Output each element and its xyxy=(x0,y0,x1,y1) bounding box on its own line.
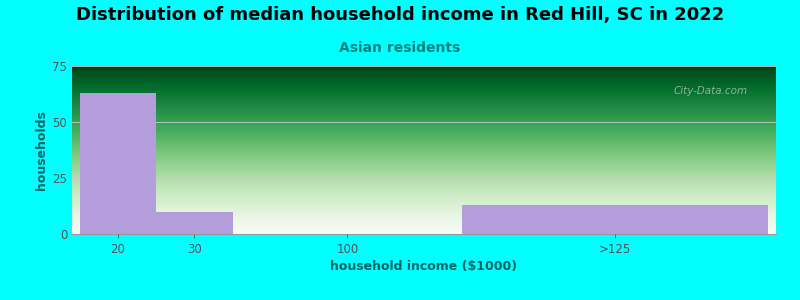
Text: City-Data.com: City-Data.com xyxy=(674,86,748,96)
Y-axis label: households: households xyxy=(35,110,48,190)
Bar xyxy=(80,93,156,234)
Bar xyxy=(156,212,233,234)
Text: Distribution of median household income in Red Hill, SC in 2022: Distribution of median household income … xyxy=(76,6,724,24)
X-axis label: household income ($1000): household income ($1000) xyxy=(330,260,518,273)
Text: Asian residents: Asian residents xyxy=(339,40,461,55)
Bar xyxy=(462,205,768,234)
